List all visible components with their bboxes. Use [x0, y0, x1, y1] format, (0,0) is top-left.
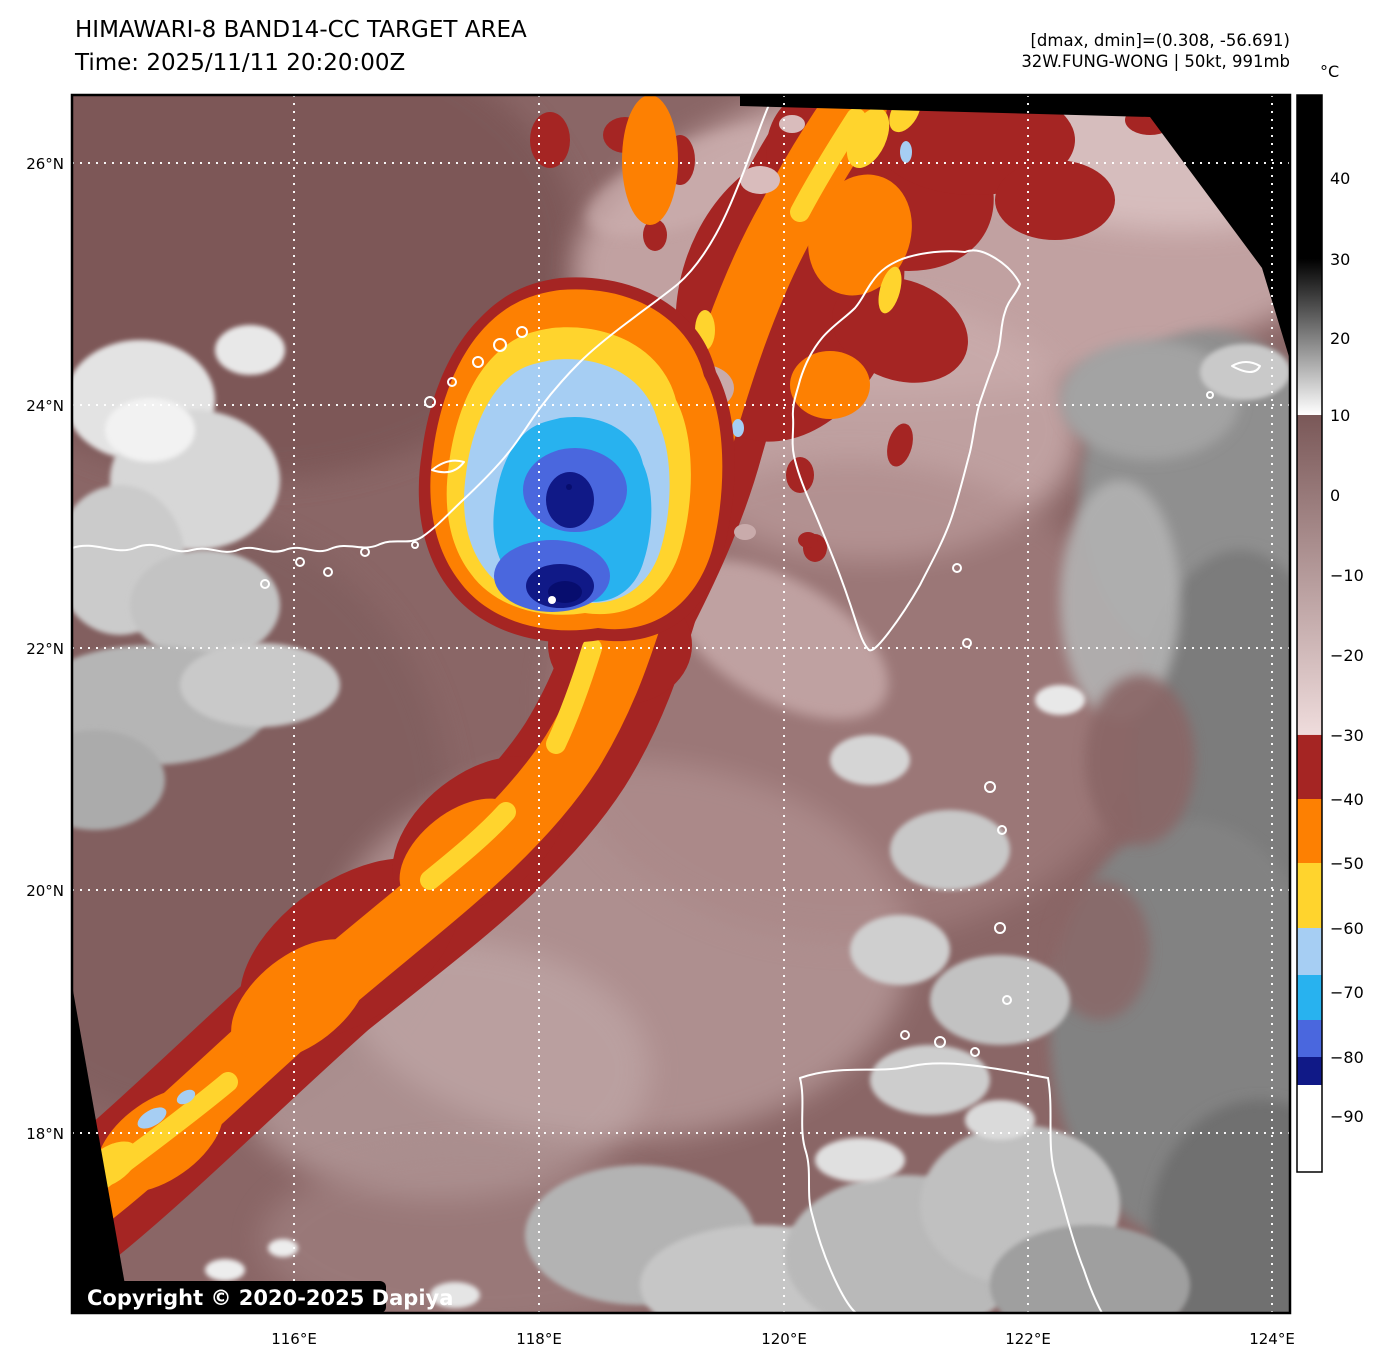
luzon-east-coast	[1047, 1077, 1103, 1313]
cbar-tick-m20: −20	[1330, 646, 1364, 665]
cbar-tick-30: 30	[1330, 250, 1350, 269]
lat-tick-22n: 22°N	[26, 640, 64, 658]
product-time: Time: 2025/11/11 20:20:00Z	[75, 50, 406, 76]
cbar-tick-10: 10	[1330, 406, 1350, 425]
china-coastline	[72, 95, 775, 553]
typhoon-cold-cloud-shield	[418, 277, 735, 643]
cbar-tick-m40: −40	[1330, 790, 1364, 809]
lat-tick-26n: 26°N	[26, 155, 64, 173]
lon-tick-118e: 118°E	[516, 1330, 562, 1348]
lon-tick-120e: 120°E	[761, 1330, 807, 1348]
low-cloud-fields	[72, 170, 1290, 1313]
cbar-tick-0: 0	[1330, 486, 1340, 505]
copyright-text: Copyright © 2020-2025 Dapiya	[87, 1286, 453, 1310]
no-data-wedges	[72, 95, 1290, 1313]
cbar-tick-20: 20	[1330, 329, 1350, 348]
lon-tick-116e: 116°E	[271, 1330, 317, 1348]
convective-rainband	[72, 95, 1241, 1274]
cbar-tick-m60: −60	[1330, 919, 1364, 938]
lon-tick-122e: 122°E	[1005, 1330, 1051, 1348]
lon-tick-124e: 124°E	[1249, 1330, 1295, 1348]
graticule	[72, 95, 1290, 1313]
coastlines	[72, 95, 1261, 1313]
lat-tick-24n: 24°N	[26, 397, 64, 415]
colorbar-unit: °C	[1320, 62, 1340, 81]
lat-tick-18n: 18°N	[26, 1125, 64, 1143]
lat-tick-20n: 20°N	[26, 882, 64, 900]
map-frame	[70, 93, 1292, 1315]
lon-axis: 116°E 118°E 120°E 122°E 124°E	[271, 1330, 1295, 1348]
cbar-tick-40: 40	[1330, 169, 1350, 188]
copyright-badge: Copyright © 2020-2025 Dapiya	[74, 1281, 453, 1313]
dmax-dmin: [dmax, dmin]=(0.308, -56.691)	[1030, 31, 1291, 50]
colorbar: 40 30 20 10 0 −10 −20 −30 −40 −50 −60 −7…	[1296, 94, 1364, 1173]
product-title-block: HIMAWARI-8 BAND14-CC TARGET AREA Time: 20…	[75, 14, 527, 80]
lat-axis: 26°N 24°N 22°N 20°N 18°N	[26, 155, 64, 1143]
cbar-tick-m30: −30	[1330, 726, 1364, 745]
cbar-tick-m90: −90	[1330, 1107, 1364, 1126]
storm-info: 32W.FUNG-WONG | 50kt, 991mb	[1021, 52, 1290, 71]
cbar-tick-m50: −50	[1330, 854, 1364, 873]
cbar-tick-m10: −10	[1330, 566, 1364, 585]
product-title: HIMAWARI-8 BAND14-CC TARGET AREA	[75, 17, 527, 43]
taiwan-coastline	[791, 249, 1021, 652]
product-info-block: [dmax, dmin]=(0.308, -56.691) 32W.FUNG-WO…	[1021, 30, 1290, 72]
cbar-tick-m80: −80	[1330, 1048, 1364, 1067]
cbar-tick-m70: −70	[1330, 983, 1364, 1002]
luzon-west-coast	[799, 1077, 857, 1313]
luzon-north-coast	[799, 1062, 1049, 1079]
